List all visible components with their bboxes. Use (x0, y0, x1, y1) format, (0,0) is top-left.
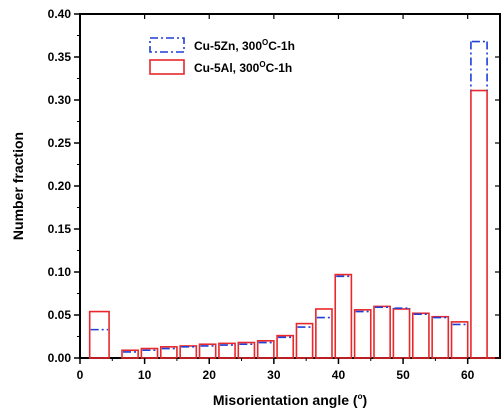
bar-cu5al-2 (140, 347, 159, 359)
x-tick-label-5: 50 (396, 368, 410, 382)
y-tick-label-0: 0.00 (48, 351, 72, 365)
bar-cu5al-4 (179, 345, 198, 359)
y-tick-label-3: 0.15 (48, 222, 72, 236)
bar-cu5al-9 (276, 334, 295, 359)
y-tick-label-1: 0.05 (48, 308, 72, 322)
x-tick-label-2: 20 (203, 368, 217, 382)
legend: Cu-5Zn, 300OC-1h Cu-5Al, 300OC-1h (149, 37, 295, 75)
bar-cu5al-19 (470, 89, 488, 359)
legend-label-1: Cu-5Al, 300OC-1h (194, 60, 292, 75)
bar-cu5al-17 (431, 315, 450, 359)
x-tick-label-3: 30 (267, 368, 281, 382)
bar-cu5al-3 (159, 346, 178, 359)
x-tick-label-1: 10 (138, 368, 152, 382)
legend-label-0: Cu-5Zn, 300OC-1h (194, 38, 295, 53)
x-tick-label-4: 40 (332, 368, 346, 382)
legend-swatch-1 (149, 59, 185, 75)
bar-cu5al-11 (315, 308, 333, 359)
bar-cu5al-13 (353, 309, 372, 359)
x-axis-title: Misorientation angle (o) (213, 392, 367, 408)
bar-cu5al-15 (392, 308, 411, 359)
y-tick-label-6: 0.30 (48, 93, 72, 107)
bar-cu5al-16 (411, 312, 430, 359)
ticks-group: 0.00 0.05 0.10 0.15 0.20 0.25 0.30 0.35 0.40 0 10 2… (48, 7, 500, 382)
y-tick-label-4: 0.20 (48, 179, 72, 193)
x-tick-label-0: 0 (77, 368, 84, 382)
y-tick-label-2: 0.10 (48, 265, 72, 279)
bar-cu5al-7 (237, 341, 256, 359)
bars-group (88, 40, 500, 359)
y-tick-label-7: 0.35 (48, 50, 72, 64)
y-tick-label-8: 0.40 (48, 7, 72, 21)
y-tick-label-5: 0.25 (48, 136, 72, 150)
bar-cu5al-1 (121, 349, 139, 359)
legend-swatch-0 (149, 37, 185, 53)
y-axis-title: Number fraction (10, 132, 26, 240)
bar-cu5al-5 (198, 343, 217, 359)
bar-cu5al-12 (334, 273, 353, 359)
bar-cu5al-8 (256, 339, 275, 359)
bar-cu5al-14 (373, 305, 391, 359)
bar-cu5al-18 (450, 321, 469, 359)
x-tick-label-6: 60 (461, 368, 475, 382)
bar-cu5al-0 (88, 310, 110, 359)
bar-cu5al-10 (295, 322, 314, 359)
bar-cu5al-6 (218, 342, 236, 359)
